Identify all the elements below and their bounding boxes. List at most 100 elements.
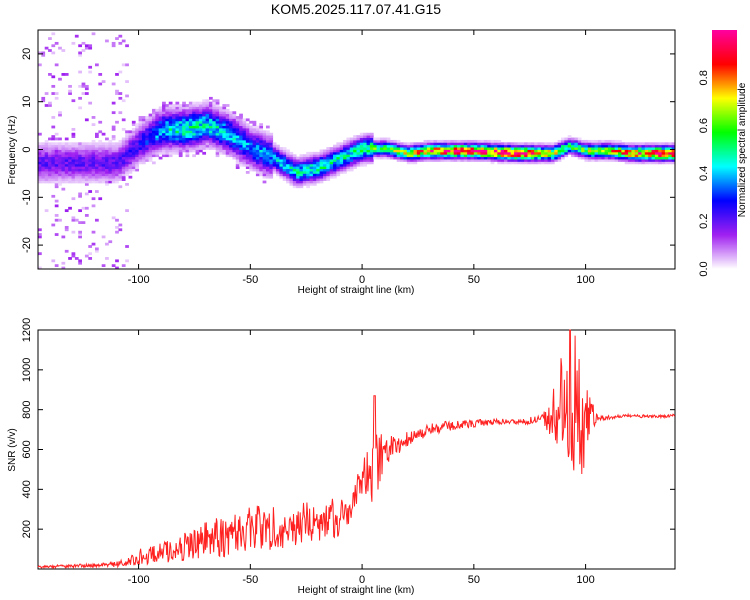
heatmap-cell xyxy=(135,137,139,141)
heatmap-cell xyxy=(88,159,93,162)
heatmap-cell xyxy=(68,257,72,260)
heatmap-cell xyxy=(245,125,250,129)
heatmap-cell xyxy=(306,151,310,155)
heatmap-cell xyxy=(182,144,186,148)
heatmap-cell xyxy=(84,163,89,167)
heatmap-cell xyxy=(628,159,632,162)
heatmap-cell xyxy=(638,142,642,146)
heatmap-cell xyxy=(624,149,629,153)
heatmap-cell xyxy=(58,154,62,158)
heatmap-cell xyxy=(249,151,253,155)
heatmap-cell xyxy=(185,118,190,122)
heatmap-cell xyxy=(403,159,408,162)
heatmap-cell xyxy=(111,175,116,179)
heatmap-cell xyxy=(121,144,126,148)
heatmap-cell xyxy=(279,149,284,153)
heatmap-cell xyxy=(54,159,59,162)
heatmap-cell xyxy=(363,163,367,167)
heatmap-cell xyxy=(54,166,59,170)
heatmap-cell xyxy=(121,175,126,179)
heatmap-cell xyxy=(286,151,290,155)
heatmap-cell xyxy=(359,147,364,150)
heatmap-cell xyxy=(51,180,56,184)
heatmap-cell xyxy=(490,151,495,155)
heatmap-cell xyxy=(48,144,52,148)
heatmap-cell xyxy=(359,142,364,146)
heatmap-cell xyxy=(309,173,314,177)
heatmap-cell xyxy=(172,113,176,117)
heatmap-cell xyxy=(68,159,72,162)
heatmap-cell xyxy=(101,173,106,177)
heatmap-cell xyxy=(88,180,93,184)
heatmap-cell xyxy=(229,123,233,126)
heatmap-cell xyxy=(477,142,481,146)
heatmap-cell xyxy=(497,161,502,165)
heatmap-cell xyxy=(125,161,129,165)
heatmap-cell xyxy=(607,151,612,155)
heatmap-cell xyxy=(279,156,284,160)
heatmap-cell xyxy=(520,144,525,148)
heatmap-cell xyxy=(500,142,505,146)
heatmap-cell xyxy=(671,142,676,146)
heatmap-cell xyxy=(91,142,96,146)
heatmap-cell xyxy=(145,130,150,134)
heatmap-cell xyxy=(212,101,217,105)
heatmap-cell xyxy=(296,163,300,167)
heatmap-cell xyxy=(239,159,243,162)
heatmap-cell xyxy=(379,151,384,155)
heatmap-cell xyxy=(537,149,542,153)
heatmap-cell xyxy=(178,120,183,124)
heatmap-cell xyxy=(111,142,116,146)
heatmap-cell xyxy=(537,144,542,148)
heatmap-cell xyxy=(145,144,150,148)
heatmap-cell xyxy=(172,104,176,107)
heatmap-cell xyxy=(208,101,213,105)
heatmap-cell xyxy=(64,175,69,179)
heatmap-cell xyxy=(78,235,82,239)
heatmap-cell xyxy=(94,147,99,150)
heatmap-cell xyxy=(349,139,354,143)
heatmap-cell xyxy=(430,151,435,155)
heatmap-cell xyxy=(162,137,166,141)
heatmap-cell xyxy=(135,139,139,143)
heatmap-cell xyxy=(188,127,193,131)
heatmap-cell xyxy=(192,120,196,124)
heatmap-cell xyxy=(269,142,274,146)
heatmap-cell xyxy=(125,173,129,177)
heatmap-cell xyxy=(71,168,76,172)
heatmap-cell xyxy=(188,104,193,107)
heatmap-cell xyxy=(671,151,676,155)
heatmap-cell xyxy=(185,113,190,117)
spectrogram-xtick-label: -50 xyxy=(242,274,258,286)
heatmap-cell xyxy=(453,147,458,150)
heatmap-cell xyxy=(208,127,213,131)
heatmap-cell xyxy=(198,127,203,131)
heatmap-cell xyxy=(78,178,82,181)
heatmap-cell xyxy=(178,137,183,141)
heatmap-cell xyxy=(269,163,274,167)
heatmap-cell xyxy=(634,147,639,150)
heatmap-cell xyxy=(564,151,569,155)
heatmap-cell xyxy=(504,144,508,148)
heatmap-cell xyxy=(406,147,411,150)
heatmap-cell xyxy=(440,159,445,162)
heatmap-cell xyxy=(487,149,492,153)
heatmap-cell xyxy=(118,149,123,153)
heatmap-cell xyxy=(487,156,492,160)
heatmap-cell xyxy=(329,147,334,150)
heatmap-cell xyxy=(276,161,280,165)
heatmap-cell xyxy=(98,156,103,160)
heatmap-cell xyxy=(84,171,89,174)
heatmap-cell xyxy=(322,163,327,167)
heatmap-cell xyxy=(436,139,441,143)
heatmap-cell xyxy=(390,154,394,158)
heatmap-cell xyxy=(222,116,227,119)
heatmap-cell xyxy=(222,149,227,153)
heatmap-cell xyxy=(141,137,146,141)
heatmap-cell xyxy=(641,147,646,150)
heatmap-cell xyxy=(229,144,233,148)
heatmap-cell xyxy=(329,149,334,153)
heatmap-cell xyxy=(664,154,669,158)
heatmap-cell xyxy=(514,144,518,148)
